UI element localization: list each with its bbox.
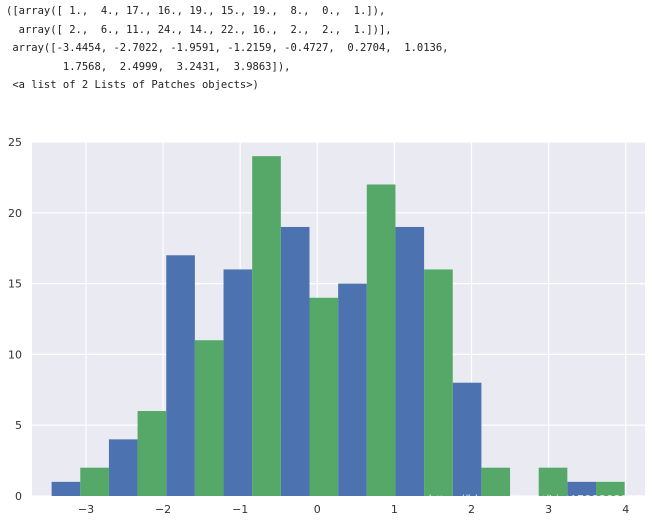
histogram-bar: [481, 467, 511, 496]
console-output: ([array([ 1., 4., 17., 16., 19., 15., 19…: [6, 2, 646, 95]
histogram-bar: [395, 226, 425, 496]
histogram-bar: [280, 226, 310, 496]
y-tick-label: 0: [15, 490, 22, 503]
x-tick-label: 3: [545, 503, 552, 516]
histogram-bar: [223, 269, 253, 496]
histogram-bar: [137, 411, 167, 496]
x-axis-ticks: −3 −2 −1 0 1 2 3 4: [78, 503, 629, 516]
histogram-bar: [452, 382, 482, 496]
console-line: <a list of 2 Lists of Patches objects>): [6, 79, 259, 91]
histogram-bar: [80, 467, 109, 496]
histogram-chart: 0 5 10 15 20 25 −3 −2 −1 0 1 2 3 4: [8, 136, 645, 516]
histogram-figure: 0 5 10 15 20 25 −3 −2 −1 0 1 2 3 4 https://blog.csdn…: [0, 128, 652, 521]
x-tick-label: 1: [391, 503, 398, 516]
histogram-bar: [51, 481, 81, 496]
x-tick-label: −3: [78, 503, 94, 516]
histogram-bar: [366, 184, 396, 497]
histogram-bar: [424, 269, 453, 496]
y-axis-ticks: 0 5 10 15 20 25: [8, 136, 22, 503]
x-tick-label: 4: [622, 503, 629, 516]
histogram-bar: [538, 467, 568, 496]
histogram-bar: [309, 297, 339, 496]
histogram-bar: [194, 340, 224, 496]
x-tick-label: −2: [155, 503, 171, 516]
x-tick-label: −1: [232, 503, 248, 516]
y-tick-label: 20: [8, 207, 22, 220]
x-tick-label: 0: [314, 503, 321, 516]
histogram-bar: [567, 481, 597, 496]
bars: [51, 156, 625, 497]
histogram-bar: [338, 283, 367, 496]
x-tick-label: 2: [468, 503, 475, 516]
histogram-bar: [596, 481, 625, 496]
y-tick-label: 25: [8, 136, 22, 149]
histogram-bar: [166, 255, 195, 496]
y-tick-label: 5: [15, 419, 22, 432]
histogram-bar: [108, 439, 138, 496]
watermark-text: https://blog.csdn.net/Li_t1522362212: [428, 492, 642, 507]
console-line: array([-3.4454, -2.7022, -1.9591, -1.215…: [6, 42, 449, 54]
console-line: 1.7568, 2.4999, 3.2431, 3.9863]),: [6, 60, 291, 73]
console-line: array([ 2., 6., 11., 24., 14., 22., 16.,…: [6, 23, 392, 36]
y-tick-label: 10: [8, 348, 22, 361]
y-tick-label: 15: [8, 278, 22, 291]
histogram-bar: [252, 156, 281, 496]
console-line: ([array([ 1., 4., 17., 16., 19., 15., 19…: [6, 5, 386, 17]
